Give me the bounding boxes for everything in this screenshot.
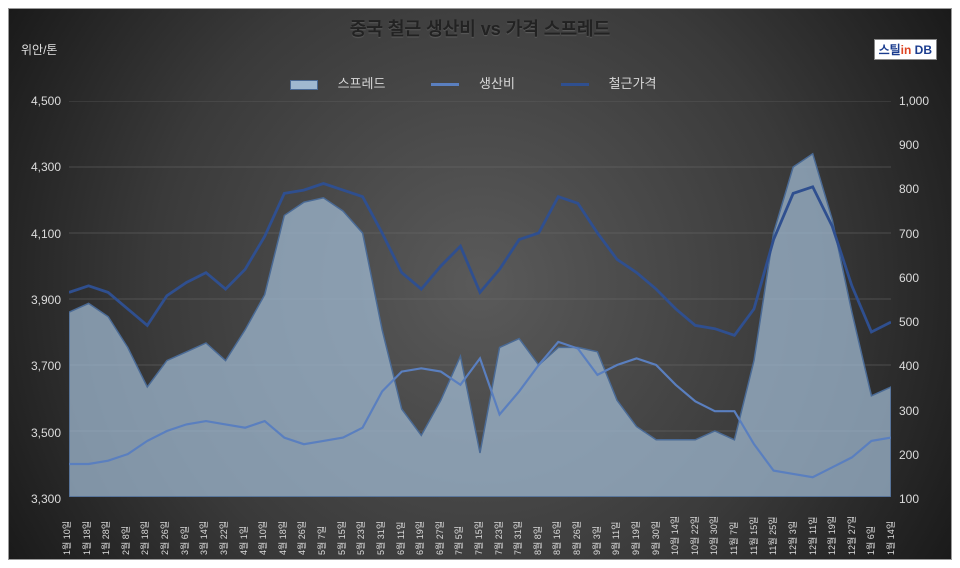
y-left-tick: 3,300: [9, 492, 61, 506]
x-tick: 11월 7일: [727, 522, 740, 555]
x-tick: 10월 30일: [707, 516, 720, 555]
x-tick: 4월 1일: [237, 526, 250, 555]
x-tick: 4월 18일: [276, 521, 289, 555]
x-tick: 5월 23일: [354, 521, 367, 555]
x-tick: 10월 14일: [668, 516, 681, 555]
y-left-tick: 4,100: [9, 227, 61, 241]
x-tick: 1월 6일: [864, 526, 877, 555]
x-tick: 1월 18일: [80, 521, 93, 555]
legend-spread-label: 스프레드: [338, 76, 386, 91]
x-tick: 8월 8일: [531, 526, 544, 555]
x-tick: 2월 18일: [138, 521, 151, 555]
x-tick: 7월 15일: [472, 521, 485, 555]
legend-cost-label: 생산비: [479, 76, 515, 91]
x-tick: 9월 3일: [590, 526, 603, 555]
x-axis: 1월 10일1월 18일1월 28일2월 8일2월 18일2월 26일3월 6일…: [69, 499, 891, 555]
swatch-line-price: [561, 83, 589, 86]
x-tick: 1월 14일: [884, 521, 897, 555]
y-left-tick: 4,300: [9, 160, 61, 174]
x-tick: 6월 11일: [394, 522, 407, 555]
y-right-tick: 300: [899, 404, 951, 418]
x-tick: 4월 10일: [256, 521, 269, 555]
logo-mid: in: [901, 43, 912, 57]
plot-svg: [69, 101, 891, 497]
x-tick: 3월 22일: [217, 521, 230, 555]
y-right-tick: 100: [899, 492, 951, 506]
x-tick: 12월 19일: [825, 516, 838, 555]
logo-post: DB: [911, 43, 932, 57]
x-tick: 2월 8일: [119, 526, 132, 555]
chart-title: 중국 철근 생산비 vs 가격 스프레드: [9, 15, 951, 41]
x-tick: 5월 7일: [315, 526, 328, 555]
x-tick: 2월 26일: [158, 521, 171, 555]
x-tick: 5월 31일: [374, 521, 387, 555]
x-tick: 9월 30일: [649, 521, 662, 555]
swatch-line-cost: [431, 83, 459, 86]
brand-logo: 스틸in DB: [874, 39, 937, 60]
y-left-tick: 3,900: [9, 293, 61, 307]
legend-spread: 스프레드: [290, 76, 400, 91]
x-tick: 12월 11일: [806, 517, 819, 555]
x-tick: 8월 16일: [550, 521, 563, 555]
plot-area: [69, 101, 891, 497]
swatch-area: [290, 80, 318, 90]
y-left-tick: 3,500: [9, 426, 61, 440]
y-right-tick: 500: [899, 315, 951, 329]
y-left-tick: 4,500: [9, 94, 61, 108]
x-tick: 1월 10일: [60, 521, 73, 555]
y-right-tick: 200: [899, 448, 951, 462]
x-tick: 11월 15일: [747, 517, 760, 555]
x-tick: 12월 27일: [845, 516, 858, 555]
x-tick: 5월 15일: [335, 521, 348, 555]
x-tick: 7월 23일: [492, 521, 505, 555]
x-tick: 9월 11일: [609, 522, 622, 555]
y-unit-label: 위안/톤: [21, 41, 57, 58]
y-right-tick: 600: [899, 271, 951, 285]
legend-price: 철근가격: [561, 76, 671, 91]
y-right-tick: 900: [899, 138, 951, 152]
logo-pre: 스틸: [879, 43, 901, 57]
chart-frame: 중국 철근 생산비 vs 가격 스프레드 위안/톤 스틸in DB 스프레드 생…: [8, 8, 952, 560]
chart-container: 중국 철근 생산비 vs 가격 스프레드 위안/톤 스틸in DB 스프레드 생…: [0, 0, 960, 568]
legend-cost: 생산비: [431, 76, 529, 91]
x-tick: 9월 19일: [629, 521, 642, 555]
y-left-tick: 3,700: [9, 359, 61, 373]
y-right-tick: 700: [899, 227, 951, 241]
x-tick: 11월 25일: [766, 517, 779, 555]
y-right-tick: 800: [899, 182, 951, 196]
x-tick: 1월 28일: [99, 521, 112, 555]
x-tick: 7월 31일: [511, 521, 524, 555]
x-tick: 6월 27일: [433, 521, 446, 555]
x-tick: 6월 19일: [413, 521, 426, 555]
x-tick: 8월 26일: [570, 521, 583, 555]
x-tick: 12월 3일: [786, 521, 799, 555]
legend-price-label: 철근가격: [609, 76, 657, 91]
x-tick: 3월 14일: [197, 521, 210, 555]
legend: 스프레드 생산비 철근가격: [9, 73, 951, 92]
y-right-tick: 1,000: [899, 94, 951, 108]
x-tick: 10월 22일: [688, 516, 701, 555]
y-right-tick: 400: [899, 359, 951, 373]
x-tick: 4월 26일: [295, 521, 308, 555]
x-tick: 3월 6일: [178, 526, 191, 555]
x-tick: 7월 5일: [452, 526, 465, 555]
